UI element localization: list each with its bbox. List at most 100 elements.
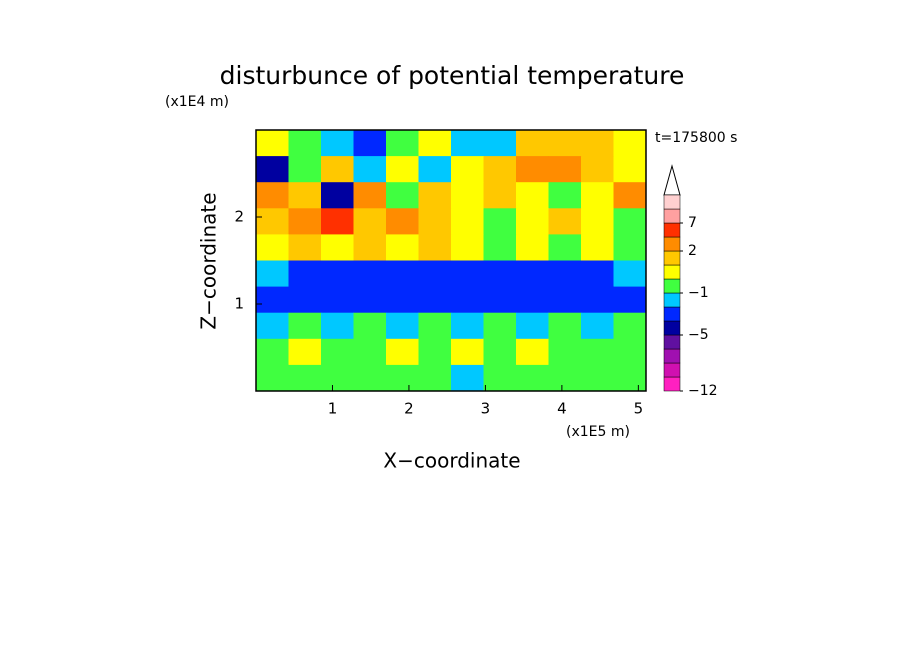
field-cell	[581, 130, 614, 157]
colorbar-band	[663, 236, 681, 252]
field-cell	[548, 338, 582, 366]
field-cell	[483, 156, 517, 183]
colorbar-band	[663, 362, 681, 378]
field-cell	[516, 130, 549, 157]
field-cell	[516, 234, 549, 261]
field-cell	[613, 364, 647, 392]
colorbar-tick-label: 2	[688, 243, 697, 259]
field-cell	[353, 364, 387, 392]
field-cell	[386, 130, 419, 157]
field-cell	[386, 182, 419, 209]
field-cell	[451, 208, 484, 235]
field-cell	[256, 286, 289, 314]
field-cell	[451, 182, 484, 209]
field-cell	[548, 260, 582, 288]
field-cell	[548, 156, 582, 183]
field-cell	[613, 260, 647, 288]
field-cell	[353, 260, 387, 288]
field-cell	[418, 312, 452, 340]
field-cell	[581, 182, 614, 209]
x-tick-label: 4	[557, 400, 567, 418]
field-cell	[516, 182, 549, 209]
field-cell	[256, 260, 289, 288]
field-cell	[613, 208, 647, 235]
field-cell	[516, 338, 549, 366]
field-cell	[548, 286, 582, 314]
field-cell	[451, 312, 484, 340]
field-cell	[418, 156, 452, 183]
x-axis-label: X−coordinate	[383, 449, 520, 473]
field-cell	[613, 130, 647, 157]
field-cell	[613, 156, 647, 183]
field-cell	[581, 156, 614, 183]
annotation: t=175800 s	[655, 130, 737, 146]
field-cell	[321, 312, 354, 340]
field-cell	[581, 364, 614, 392]
field-cell	[451, 286, 484, 314]
field-cell	[256, 130, 289, 157]
field-cell	[353, 130, 387, 157]
field-cell	[288, 260, 322, 288]
colorbar-band	[663, 334, 681, 350]
field-cell	[548, 364, 582, 392]
field-cell	[321, 208, 354, 235]
field-cell	[581, 312, 614, 340]
field-cell	[483, 182, 517, 209]
field-cell	[418, 260, 452, 288]
field-cell	[321, 338, 354, 366]
field-cell	[581, 234, 614, 261]
field-cell	[548, 208, 582, 235]
field-cell	[256, 364, 289, 392]
colorbar-band	[663, 292, 681, 308]
field-cell	[451, 156, 484, 183]
field-cell	[321, 286, 354, 314]
field-cell	[483, 286, 517, 314]
colorbar-band	[663, 278, 681, 294]
x-scale-label: (x1E5 m)	[566, 424, 630, 440]
field-cell	[581, 260, 614, 288]
field-cell	[483, 338, 517, 366]
field-cell	[386, 286, 419, 314]
field-cell	[386, 208, 419, 235]
field-cell	[288, 156, 322, 183]
colorbar-tick-label: −12	[688, 383, 718, 399]
field-cell	[613, 338, 647, 366]
field-cell	[353, 156, 387, 183]
y-scale-label: (x1E4 m)	[165, 94, 229, 110]
field-cell	[256, 156, 289, 183]
field-cell	[386, 260, 419, 288]
field-cell	[321, 364, 354, 392]
field-cell	[516, 260, 549, 288]
colorbar-band	[663, 348, 681, 364]
field-cell	[353, 234, 387, 261]
x-tick-label: 1	[328, 400, 338, 418]
colorbar-tick-label: −5	[688, 327, 709, 343]
field-cell	[256, 234, 289, 261]
field-cell	[581, 286, 614, 314]
colorbar-tick-label: 7	[688, 215, 697, 231]
field-cell	[451, 234, 484, 261]
field-cell	[581, 338, 614, 366]
field-cell	[321, 130, 354, 157]
colorbar-tick-label: −1	[688, 285, 709, 301]
field-cell	[581, 208, 614, 235]
field-cell	[516, 364, 549, 392]
field-cell	[516, 286, 549, 314]
field-cell	[613, 182, 647, 209]
chart-title: disturbunce of potential temperature	[220, 61, 685, 90]
field-cell	[516, 156, 549, 183]
field-cell	[418, 364, 452, 392]
field-cell	[548, 182, 582, 209]
field-cell	[451, 338, 484, 366]
field-cell	[483, 364, 517, 392]
field-cell	[256, 312, 289, 340]
field-cell	[548, 234, 582, 261]
field-cell	[548, 130, 582, 157]
field-cell	[288, 182, 322, 209]
field-cell	[418, 338, 452, 366]
field-cell	[386, 156, 419, 183]
field-cell	[288, 364, 322, 392]
field-cell	[288, 338, 322, 366]
